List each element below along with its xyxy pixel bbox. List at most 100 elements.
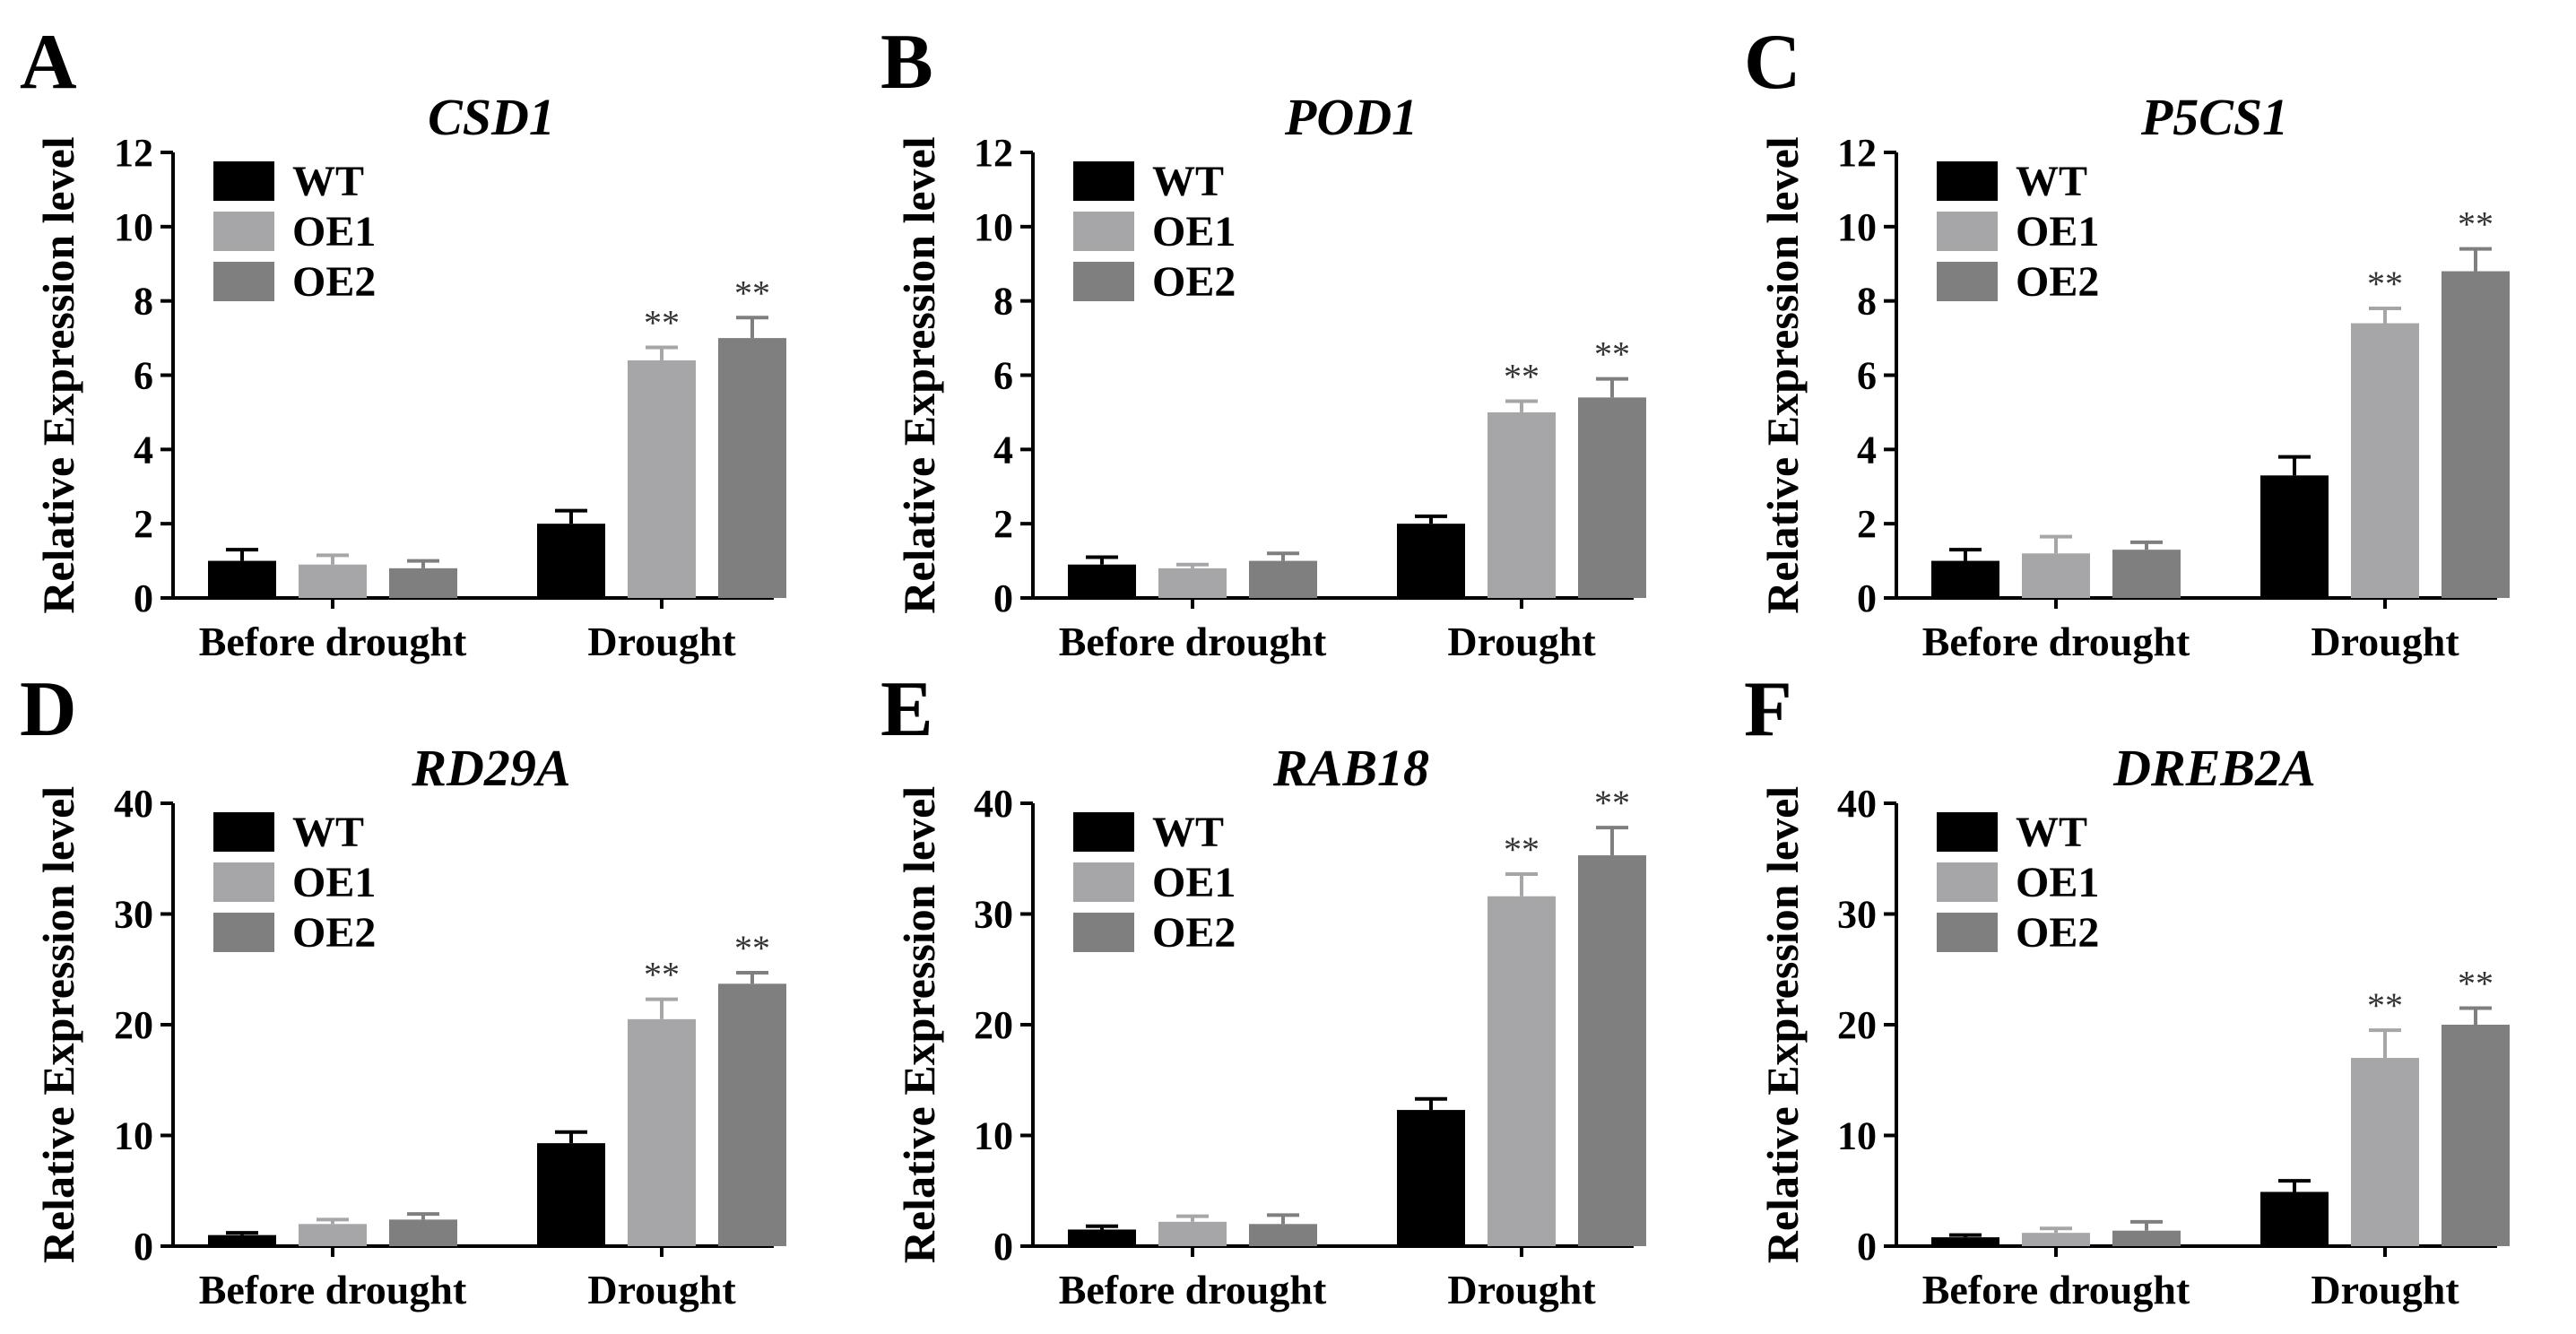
y-tick-label: 8 (993, 280, 1013, 324)
bar-oe2-1 (1578, 855, 1646, 1246)
significance-label: ** (1504, 829, 1540, 870)
y-tick-label: 30 (114, 893, 153, 937)
legend-swatch-oe2 (1073, 913, 1134, 952)
bar-oe1-0 (2022, 1233, 2090, 1246)
y-tick-label: 2 (993, 502, 1013, 546)
bar-oe2-1 (2442, 271, 2510, 598)
bar-wt-0 (1931, 1237, 1999, 1246)
y-tick-label: 10 (114, 1114, 153, 1158)
y-tick-label: 40 (114, 782, 153, 826)
y-tick-label: 30 (974, 893, 1013, 937)
y-tick-label: 12 (1837, 131, 1877, 175)
bar-oe1-0 (1158, 1221, 1227, 1246)
legend-label: OE1 (292, 859, 376, 906)
y-tick-label: 20 (1837, 1003, 1877, 1047)
chart-title: P5CS1 (2140, 88, 2288, 146)
x-tick-label: Before drought (1059, 1267, 1327, 1312)
legend-swatch-oe1 (1073, 212, 1134, 251)
y-tick-label: 0 (134, 1225, 153, 1269)
chart-panel-c: C P5CS1 Relative Expression level 0 2 4 6 8 10 12… (1744, 19, 2510, 664)
legend-label: OE1 (1152, 859, 1236, 906)
panel-letter: D (20, 666, 77, 753)
significance-label: ** (1504, 356, 1540, 396)
y-tick-label: 6 (1857, 354, 1877, 398)
x-tick-label: Drought (587, 1267, 736, 1312)
legend-swatch-oe1 (1937, 862, 1998, 902)
legend-swatch-wt (1937, 812, 1998, 852)
bar-oe2-0 (1249, 1224, 1317, 1246)
bar-oe1-0 (299, 564, 367, 598)
y-tick-label: 0 (1857, 1225, 1877, 1269)
y-tick-label: 4 (1857, 428, 1877, 472)
significance-label: ** (2367, 985, 2403, 1026)
y-tick-label: 20 (114, 1003, 153, 1047)
legend-swatch-oe2 (1937, 262, 1998, 301)
panel-letter: A (20, 19, 77, 106)
legend-swatch-oe2 (213, 913, 274, 952)
bar-wt-0 (1068, 1229, 1136, 1246)
y-tick-label: 20 (974, 1003, 1013, 1047)
legend-label: OE2 (292, 909, 376, 957)
y-tick-label: 8 (134, 280, 153, 324)
x-tick-label: Before drought (1059, 619, 1327, 664)
x-tick-label: Before drought (1922, 619, 2190, 664)
y-tick-label: 10 (1837, 1114, 1877, 1158)
legend-label: OE2 (2016, 258, 2099, 306)
bar-oe2-0 (1249, 560, 1317, 598)
legend-swatch-oe2 (1073, 262, 1134, 301)
legend-swatch-oe1 (213, 862, 274, 902)
bar-wt-0 (208, 1234, 276, 1246)
chart-panel-d: D RD29A Relative Expression level 0 10 20 30 40… (20, 666, 786, 1312)
y-tick-label: 10 (974, 205, 1013, 249)
legend-label: OE2 (1152, 258, 1236, 306)
chart-panel-b: B POD1 Relative Expression level 0 2 4 6 8 10 12 B… (880, 19, 1646, 664)
legend-swatch-wt (213, 161, 274, 201)
legend-label: OE1 (1152, 208, 1236, 256)
legend-label: OE2 (1152, 909, 1236, 957)
bar-oe2-0 (2112, 550, 2181, 598)
y-tick-label: 12 (114, 131, 153, 175)
bar-wt-0 (208, 560, 276, 598)
x-tick-label: Before drought (1922, 1267, 2190, 1312)
significance-label: ** (1594, 334, 1630, 375)
legend-label: WT (292, 158, 364, 205)
significance-label: ** (2458, 204, 2494, 245)
bar-wt-1 (2260, 475, 2329, 598)
y-tick-label: 40 (974, 782, 1013, 826)
x-tick-label: Drought (2311, 619, 2459, 664)
bar-oe2-1 (2442, 1025, 2510, 1246)
legend-swatch-wt (1073, 161, 1134, 201)
legend-swatch-wt (213, 812, 274, 852)
y-tick-label: 6 (134, 354, 153, 398)
y-tick-label: 4 (134, 428, 153, 472)
chart-panel-f: F DREB2A Relative Expression level 0 10 20 30 4… (1744, 666, 2510, 1312)
bar-wt-0 (1931, 560, 1999, 598)
legend-swatch-oe2 (213, 262, 274, 301)
legend-label: WT (1152, 158, 1224, 205)
chart-title: POD1 (1284, 88, 1418, 146)
y-tick-label: 40 (1837, 782, 1877, 826)
legend-label: OE1 (2016, 208, 2099, 256)
bar-oe2-0 (389, 1219, 457, 1246)
panel-letter: E (880, 666, 933, 753)
bar-wt-1 (1397, 524, 1465, 598)
significance-label: ** (734, 928, 770, 968)
bar-wt-0 (1068, 564, 1136, 598)
y-tick-label: 30 (1837, 893, 1877, 937)
bar-oe2-1 (718, 983, 786, 1246)
bar-wt-1 (537, 1143, 605, 1246)
y-tick-label: 2 (134, 502, 153, 546)
legend-swatch-oe1 (1937, 212, 1998, 251)
legend-label: OE2 (292, 258, 376, 306)
y-axis-label: Relative Expression level (1757, 136, 1808, 613)
chart-title: CSD1 (428, 88, 555, 146)
chart-title: RAB18 (1272, 739, 1429, 797)
bar-oe1-0 (1158, 567, 1227, 598)
bar-oe1-1 (1487, 896, 1556, 1246)
chart-title: RD29A (411, 739, 570, 797)
x-tick-label: Drought (587, 619, 736, 664)
bar-oe2-1 (718, 338, 786, 598)
y-tick-label: 8 (1857, 280, 1877, 324)
legend-swatch-wt (1073, 812, 1134, 852)
